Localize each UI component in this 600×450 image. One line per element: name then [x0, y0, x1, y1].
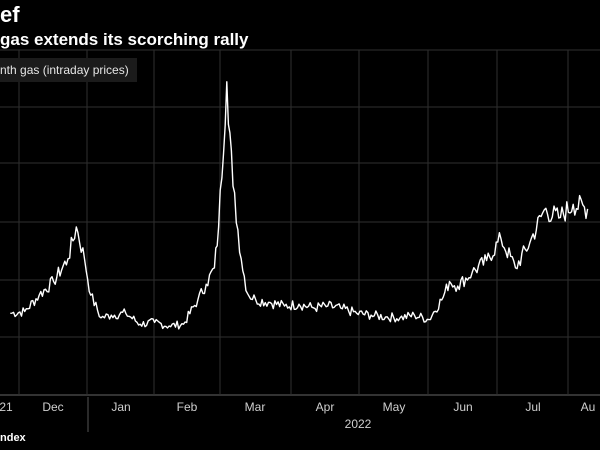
x-tick-label: 21 [0, 400, 13, 414]
x-tick-label: Jan [111, 400, 130, 414]
series-line [10, 81, 589, 330]
x-tick-label: May [383, 400, 406, 414]
x-tick-label: Apr [316, 400, 335, 414]
grid-lines [0, 49, 600, 432]
x-tick-label: Dec [42, 400, 63, 414]
x-tick-label: Au [581, 400, 596, 414]
legend-series-label: nth gas (intraday prices) [0, 58, 137, 82]
x-tick-label: Mar [245, 400, 266, 414]
x-axis: 21 Dec Jan Feb Mar Apr May Jun Jul Au [0, 400, 595, 414]
chart-title: ef [0, 2, 20, 27]
year-label: 2022 [345, 417, 372, 431]
x-tick-label: Jun [453, 400, 472, 414]
source-note: ndex [0, 432, 26, 444]
x-tick-label: Jul [525, 400, 540, 414]
chart-subtitle: gas extends its scorching rally [0, 30, 249, 49]
x-tick-label: Feb [177, 400, 198, 414]
